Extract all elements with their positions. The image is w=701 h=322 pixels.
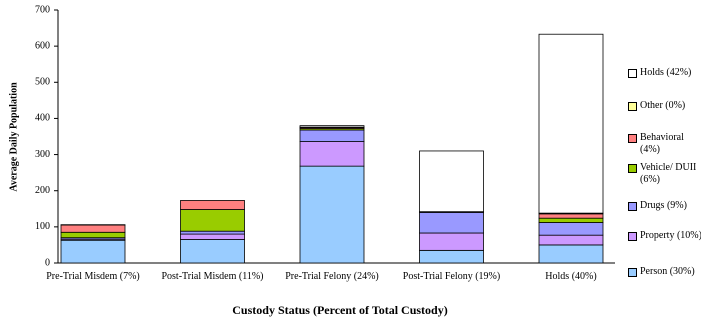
y-tick-label: 0 (45, 257, 50, 268)
bar-segment (538, 222, 604, 236)
bar-segment (419, 249, 484, 264)
bar-segment (299, 125, 365, 128)
y-tick-label: 300 (35, 149, 50, 160)
y-tick-label: 400 (35, 113, 50, 124)
legend-entry: Property (10%) (628, 230, 701, 242)
bar-segment (538, 234, 604, 246)
bar-segment (180, 209, 245, 232)
y-tick-label: 500 (35, 77, 50, 88)
legend-entry: Other (0%) (628, 100, 701, 112)
bar-segment (538, 244, 604, 264)
bar-segment (419, 211, 484, 234)
y-tick-label: 200 (35, 185, 50, 196)
bar-segment (180, 200, 245, 210)
x-tick-label: Holds (40%) (545, 271, 597, 282)
bar-segment (538, 213, 604, 219)
x-tick-label: Post-Trial Felony (19%) (402, 271, 501, 282)
bar-segment (299, 165, 365, 264)
legend-entry: Drugs (9%) (628, 200, 701, 212)
bar-segment (60, 224, 126, 233)
bar-segment (538, 217, 604, 223)
bar-segment (299, 129, 365, 142)
y-tick-label: 600 (35, 40, 50, 51)
legend-swatch (628, 202, 637, 211)
bar-segment (299, 141, 365, 167)
legend-entry: Person (30%) (628, 266, 701, 278)
y-tick-label: 700 (35, 4, 50, 15)
x-tick-label: Pre-Trial Felony (24%) (285, 271, 379, 282)
x-axis-label: Custody Status (Percent of Total Custody… (232, 303, 447, 317)
bar-segment (180, 239, 245, 264)
legend-swatch (628, 102, 637, 111)
legend-swatch (628, 164, 637, 173)
legend-swatch (628, 268, 637, 277)
bar-segment (60, 231, 126, 239)
legend-swatch (628, 69, 637, 78)
bar-segment (180, 233, 245, 240)
legend-entry: Vehicle/ DUII (6%) (628, 162, 701, 186)
y-axis-label: Average Daily Population (8, 82, 19, 192)
legend-entry: Behavioral (4%) (628, 132, 701, 156)
bar-segment (180, 230, 245, 235)
x-tick-label: Pre-Trial Misdem (7%) (46, 271, 140, 282)
bar-segment (538, 33, 604, 214)
x-tick-label: Post-Trial Misdem (11%) (161, 271, 264, 282)
legend-entry: Holds (42%) (628, 67, 701, 79)
bar-segment (419, 150, 484, 213)
bar-segment (60, 239, 126, 264)
legend-swatch (628, 232, 637, 241)
y-tick-label: 100 (35, 221, 50, 232)
legend-swatch (628, 134, 637, 143)
bar-segment (419, 232, 484, 251)
